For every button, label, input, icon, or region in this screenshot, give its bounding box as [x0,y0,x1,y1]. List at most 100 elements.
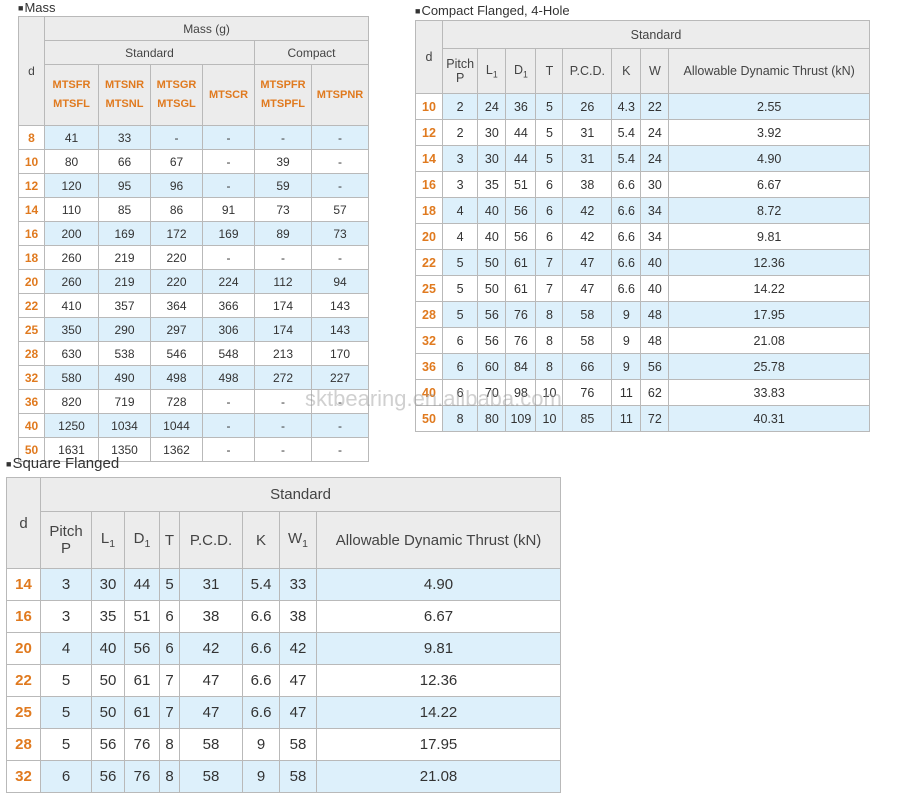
table-row: 18 260 219 220- - - [18,245,370,270]
table-row: 22 5 50 61 7 47 6.6 47 12.36 [6,664,562,697]
table-cell: 89 [254,221,312,246]
table-cell: - [254,389,312,414]
table-cell: 76 [124,760,160,793]
table-cell: 5.4 [242,568,280,601]
table-cell: 91 [202,197,255,222]
table-cell: 60 [477,353,507,380]
table-cell: 2 [441,93,479,120]
table-cell: 40 [640,275,670,302]
column-header: Allowable Dynamic Thrust (kN) [668,48,870,94]
table-cell: 728 [150,389,203,414]
row-diameter: 40 [415,379,443,406]
row-diameter: 32 [18,365,45,390]
mass-model-header: MTSNR MTSNL [98,64,151,126]
table-cell: 364 [150,293,203,318]
row-diameter: 10 [18,149,45,174]
table-cell: 6 [535,171,564,198]
table-cell: 58 [279,728,317,761]
row-diameter: 40 [18,413,45,438]
table-cell: 56 [505,223,537,250]
table-row: 32 580 490 498 498 272 227 [18,365,370,390]
table-cell: 3 [441,145,479,172]
table-cell: 9.81 [668,223,870,250]
row-diameter: 36 [415,353,443,380]
table-cell: 357 [98,293,151,318]
table-cell: 33.83 [668,379,870,406]
table-cell: 1034 [98,413,151,438]
table-cell: 8 [441,405,479,432]
column-header: Pitch P [441,48,479,94]
table-cell: 26 [562,93,613,120]
table-row: 14 3 30 44 5 31 5.4 33 4.90 [6,568,562,601]
row-diameter: 25 [6,696,41,729]
table-cell: 56 [124,632,160,665]
table-row: 16 3 35 51 6 38 6.6 30 6.67 [415,171,870,198]
table-cell: 76 [562,379,613,406]
table-cell: 6.6 [611,249,642,276]
table-cell: 84 [505,353,537,380]
table-cell: 4.90 [315,568,562,601]
table-cell: 14.22 [668,275,870,302]
table-cell: 3 [40,600,92,633]
table-cell: 350 [44,317,99,342]
table-cell: 109 [505,405,537,432]
table-cell: 42 [279,632,317,665]
column-header: W [640,48,670,94]
compact-header-standard: Standard [442,20,870,49]
table-cell: 58 [562,301,613,328]
table-cell: 6.6 [242,600,280,633]
table-cell: 219 [98,245,151,270]
table-cell: 490 [98,365,151,390]
table-cell: 44 [505,145,537,172]
table-cell: 6 [535,197,564,224]
square-section-title: ■Square Flanged [6,455,120,472]
table-cell: 30 [477,119,507,146]
table-cell: 5 [40,696,92,729]
row-diameter: 16 [6,600,41,633]
table-cell: 630 [44,341,99,366]
table-cell: 31 [562,145,613,172]
table-cell: 17.95 [668,301,870,328]
table-cell: 1250 [44,413,99,438]
table-cell: 42 [179,632,243,665]
square-body: 14 3 30 44 5 31 5.4 33 4.90 16 3 35 51 6 38 6.6 38 6.67 20… [6,568,562,793]
table-cell: 1044 [150,413,203,438]
mass-header-compact: Compact [253,40,370,65]
table-cell: 47 [562,275,613,302]
table-cell: - [202,149,255,174]
table-cell: 24 [640,145,670,172]
table-cell: 6.6 [242,632,280,665]
table-cell: 38 [279,600,317,633]
table-cell: 7 [535,249,564,276]
table-cell: 170 [310,341,370,366]
table-cell: - [202,437,255,462]
table-cell: 21.08 [315,760,562,793]
table-cell: 58 [562,327,613,354]
row-diameter: 32 [415,327,443,354]
table-cell: 61 [505,275,537,302]
row-diameter: 14 [415,145,443,172]
table-cell: 38 [179,600,243,633]
compact-col-row: Pitch P L1 D1 T P.C.D. K W Allowable Dynamic Thr… [416,48,870,94]
table-cell: 8 [535,301,564,328]
table-cell: 47 [179,696,243,729]
table-cell: - [202,125,255,150]
table-cell: 4.3 [611,93,642,120]
table-cell: 61 [124,696,160,729]
table-cell: 8 [535,327,564,354]
table-cell: 8.72 [668,197,870,224]
table-row: 12 2 30 44 5 31 5.4 24 3.92 [415,119,870,146]
column-header: L1 [91,511,125,569]
table-cell: - [310,125,370,150]
row-diameter: 25 [415,275,443,302]
row-diameter: 16 [415,171,443,198]
table-cell: 8 [159,760,180,793]
table-cell: 9 [242,760,280,793]
table-cell: 96 [150,173,203,198]
table-cell: 4 [441,223,479,250]
table-cell: 17.95 [315,728,562,761]
table-cell: 56 [91,760,125,793]
table-row: 10 80 66 67-39- [18,149,370,174]
mass-model-header: MTSGR MTSGL [150,64,203,126]
table-row: 36 6 60 84 8 66 9 56 25.78 [415,353,870,380]
